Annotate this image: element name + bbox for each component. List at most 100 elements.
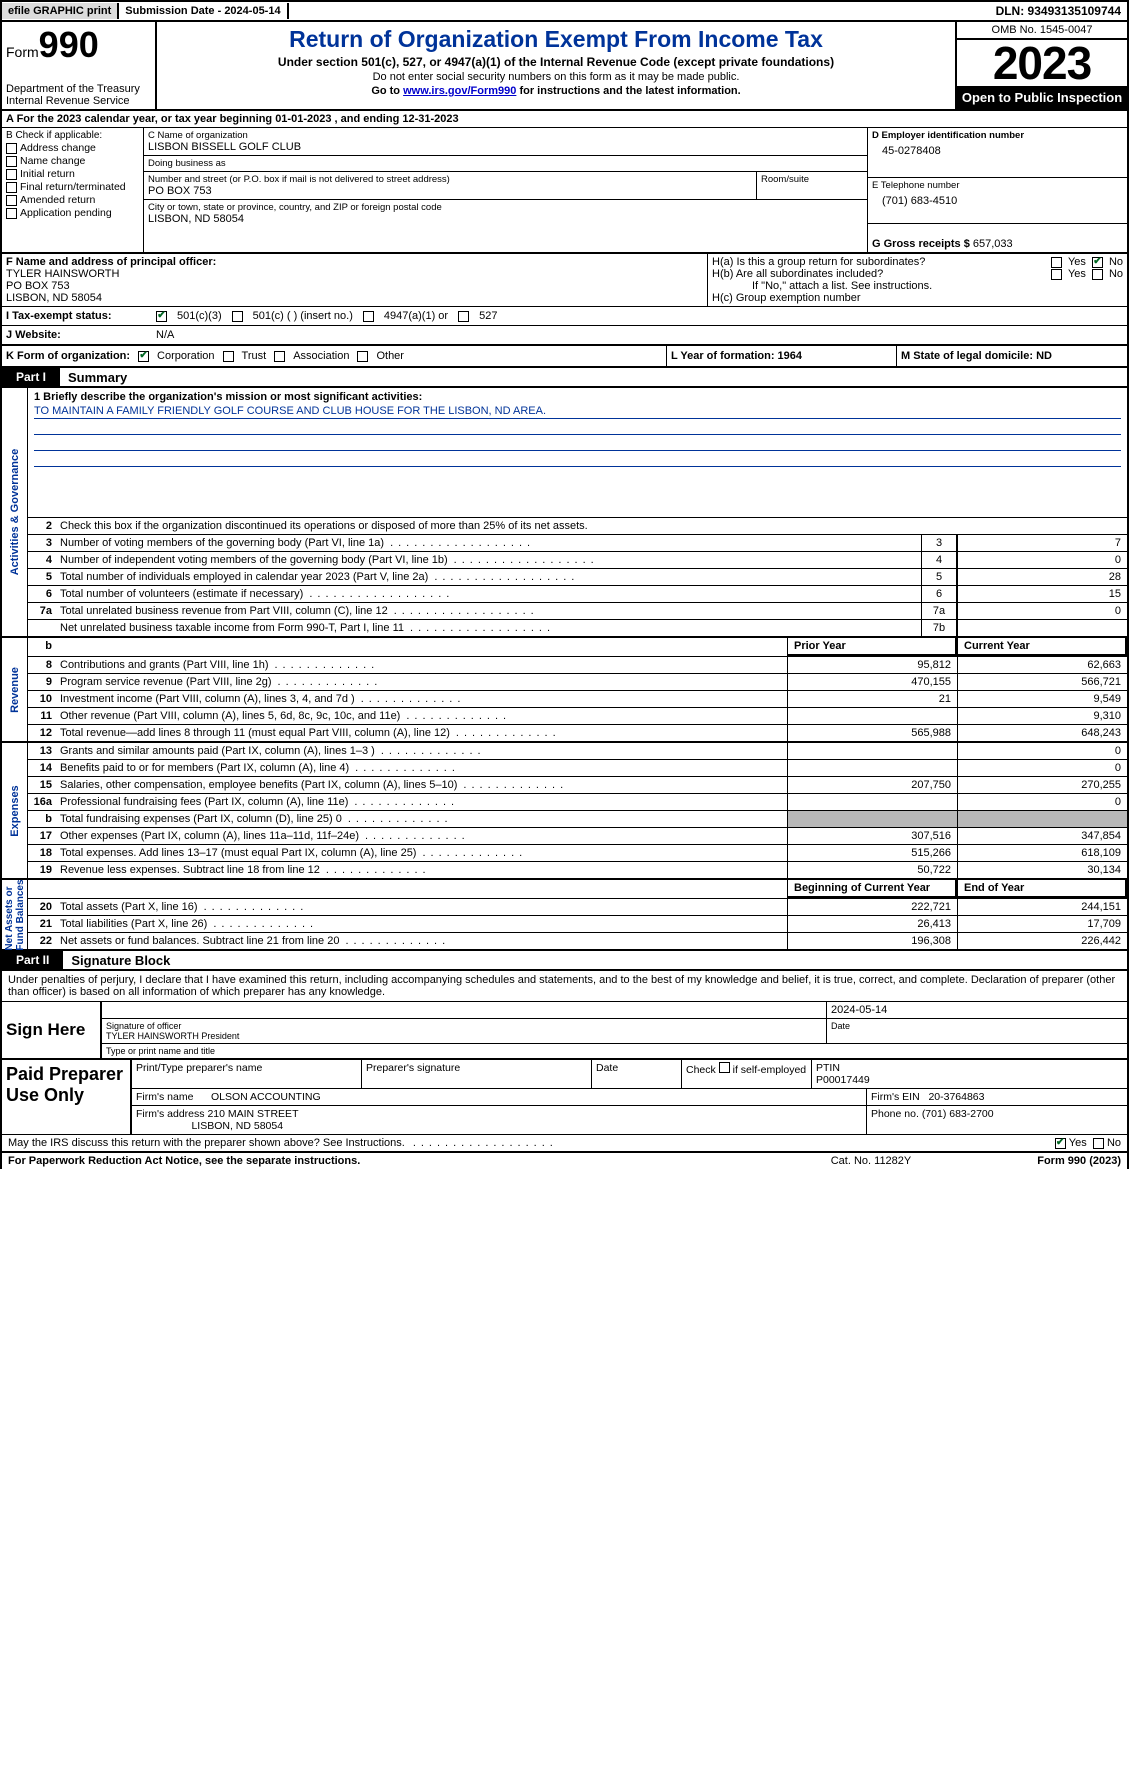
open-inspection: Open to Public Inspection [957, 86, 1127, 109]
city-label: City or town, state or province, country… [148, 202, 863, 213]
section-net-assets: Net Assets orFund Balances Beginning of … [0, 880, 1129, 951]
form-number: Form990 [6, 24, 151, 66]
c-name-label: C Name of organization [148, 130, 863, 141]
b-check-label: Address change [20, 142, 96, 154]
officer-addr1: PO BOX 753 [6, 280, 703, 292]
efile-button[interactable]: efile GRAPHIC print [2, 3, 119, 19]
b-check-label: Application pending [20, 207, 112, 219]
col-c-org: C Name of organizationLISBON BISSELL GOL… [144, 128, 867, 252]
prior-year-hdr: Prior Year [787, 638, 957, 656]
tel-label: E Telephone number [872, 180, 1123, 191]
tel-value: (701) 683-4510 [872, 191, 1123, 207]
city-value: LISBON, ND 58054 [148, 213, 863, 225]
vlabel-expenses: Expenses [9, 785, 21, 836]
irs-link[interactable]: www.irs.gov/Form990 [403, 85, 516, 97]
link-note: Go to www.irs.gov/Form990 for instructio… [161, 85, 951, 97]
org-name: LISBON BISSELL GOLF CLUB [148, 141, 863, 153]
b-check-label: Name change [20, 155, 85, 167]
b-check[interactable] [6, 169, 17, 180]
vlabel-revenue: Revenue [9, 667, 21, 713]
part2-name: Signature Block [63, 953, 170, 968]
part1-name: Summary [60, 370, 127, 385]
section-revenue: Revenue bPrior YearCurrent Year 8Contrib… [0, 638, 1129, 743]
k-corp-check[interactable] [138, 351, 149, 362]
form-header: Form990 Department of the Treasury Inter… [0, 22, 1129, 111]
penalties-text: Under penalties of perjury, I declare th… [2, 971, 1127, 1001]
gross-value: 657,033 [973, 238, 1013, 250]
b-check-label: Amended return [20, 194, 95, 206]
row-j-website: J Website: N/A [0, 326, 1129, 346]
f-label: F Name and address of principal officer: [6, 256, 703, 268]
self-employed-check[interactable] [719, 1062, 730, 1073]
m-state-domicile: M State of legal domicile: ND [897, 346, 1127, 366]
row-a-tax-year: A For the 2023 calendar year, or tax yea… [0, 111, 1129, 128]
block-bcd: B Check if applicable: Address changeNam… [0, 128, 1129, 254]
room-label: Room/suite [761, 174, 863, 185]
submission-date: Submission Date - 2024-05-14 [119, 3, 288, 19]
row-i-tax-status: I Tax-exempt status: 501(c)(3) 501(c) ( … [0, 307, 1129, 326]
form-subtitle: Under section 501(c), 527, or 4947(a)(1)… [161, 55, 951, 69]
ptin-value: P00017449 [816, 1074, 870, 1086]
sign-here-label: Sign Here [2, 1002, 102, 1058]
b-check[interactable] [6, 143, 17, 154]
current-year-hdr: Current Year [957, 638, 1127, 656]
hb-no-check[interactable] [1092, 269, 1103, 280]
website-value: N/A [156, 329, 174, 341]
sig-date-lbl: Date [827, 1019, 1127, 1043]
hb-yes-check[interactable] [1051, 269, 1062, 280]
l-year-formation: L Year of formation: 1964 [667, 346, 897, 366]
officer-addr2: LISBON, ND 58054 [6, 292, 703, 304]
vlabel-net-assets: Net Assets orFund Balances [4, 879, 26, 950]
sig-date-value: 2024-05-14 [827, 1002, 1127, 1018]
dln: DLN: 93493135109744 [990, 2, 1127, 20]
officer-sig-name: TYLER HAINSWORTH President [106, 1031, 239, 1041]
irsq-no-check[interactable] [1093, 1138, 1104, 1149]
ha-no-check[interactable] [1092, 257, 1103, 268]
i-501c3-check[interactable] [156, 311, 167, 322]
sig-officer-lbl: Signature of officer [106, 1021, 181, 1031]
col-b-checkboxes: B Check if applicable: Address changeNam… [2, 128, 144, 252]
i-527-check[interactable] [458, 311, 469, 322]
b-label: B Check if applicable: [6, 130, 139, 141]
q2-checkbox-line: Check this box if the organization disco… [56, 518, 1127, 534]
form-title: Return of Organization Exempt From Incom… [161, 26, 951, 53]
row-fh: F Name and address of principal officer:… [0, 254, 1129, 307]
k-other-check[interactable] [357, 351, 368, 362]
row-klm: K Form of organization: Corporation Trus… [0, 346, 1129, 368]
i-4947-check[interactable] [363, 311, 374, 322]
ein-value: 45-0278408 [872, 141, 1123, 157]
paperwork-notice: For Paperwork Reduction Act Notice, see … [8, 1155, 771, 1167]
firm-addr2: LISBON, ND 58054 [191, 1120, 283, 1132]
ein-label: D Employer identification number [872, 130, 1123, 141]
vlabel-governance: Activities & Governance [9, 449, 21, 576]
b-check[interactable] [6, 182, 17, 193]
b-check[interactable] [6, 208, 17, 219]
b-check[interactable] [6, 195, 17, 206]
i-501c-check[interactable] [232, 311, 243, 322]
mission-text: TO MAINTAIN A FAMILY FRIENDLY GOLF COURS… [34, 405, 1121, 419]
top-bar: efile GRAPHIC print Submission Date - 20… [0, 0, 1129, 22]
k-label: K Form of organization: [6, 350, 130, 362]
ha-yes-check[interactable] [1051, 257, 1062, 268]
k-trust-check[interactable] [223, 351, 234, 362]
irsq-yes-check[interactable] [1055, 1138, 1066, 1149]
officer-name: TYLER HAINSWORTH [6, 268, 703, 280]
b-check-label: Final return/terminated [20, 181, 126, 193]
part1-tab: Part I [2, 368, 60, 386]
part2-tab: Part II [2, 951, 63, 969]
cat-no: Cat. No. 11282Y [771, 1155, 971, 1167]
section-governance: Activities & Governance 1 Briefly descri… [0, 388, 1129, 638]
firm-phone: (701) 683-2700 [922, 1108, 994, 1120]
ssn-note: Do not enter social security numbers on … [161, 71, 951, 83]
tax-year: 2023 [957, 40, 1127, 86]
gross-label: G Gross receipts $ [872, 238, 970, 250]
j-label: J Website: [6, 329, 146, 341]
addr-label: Number and street (or P.O. box if mail i… [148, 174, 752, 185]
q1-mission: 1 Briefly describe the organization's mi… [28, 388, 1127, 518]
firm-addr1: 210 MAIN STREET [207, 1108, 298, 1120]
b-check[interactable] [6, 156, 17, 167]
b-check-label: Initial return [20, 168, 75, 180]
addr-value: PO BOX 753 [148, 185, 752, 197]
firm-ein: 20-3764863 [928, 1091, 984, 1103]
k-assoc-check[interactable] [274, 351, 285, 362]
